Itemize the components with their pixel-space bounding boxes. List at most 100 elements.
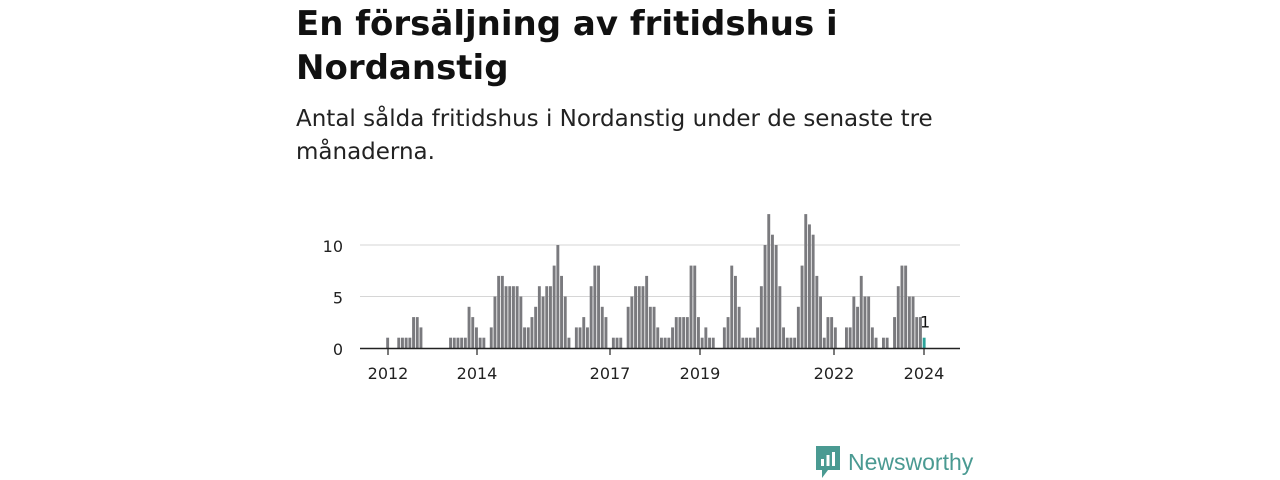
bar	[830, 317, 834, 348]
bar	[386, 337, 390, 348]
bar	[859, 275, 863, 348]
bar	[482, 337, 486, 348]
bar	[574, 327, 578, 348]
bar	[845, 327, 848, 348]
bar	[789, 337, 793, 348]
bar	[652, 306, 656, 348]
bar	[759, 286, 763, 348]
bar-chart: 0 5 10 1 2012 2014 2017 2019 2022 2024	[323, 214, 960, 383]
bar	[619, 337, 623, 348]
bar	[893, 317, 896, 348]
bar	[826, 317, 830, 348]
bar	[896, 286, 900, 348]
bar	[856, 306, 859, 348]
bar	[752, 337, 756, 348]
x-tick-label: 2022	[814, 364, 855, 383]
bar	[582, 317, 586, 348]
bar	[493, 296, 497, 348]
x-tick-label: 2017	[590, 364, 631, 383]
bar	[667, 337, 671, 348]
bar	[467, 306, 471, 348]
bar	[408, 337, 412, 348]
bar	[401, 337, 404, 348]
bar	[512, 286, 515, 348]
bar	[674, 317, 678, 348]
bar	[708, 337, 711, 348]
bar	[756, 327, 760, 348]
bar	[711, 337, 715, 348]
bar	[748, 337, 752, 348]
bar	[630, 296, 634, 348]
x-tick-label: 2024	[904, 364, 945, 383]
bar	[685, 317, 689, 348]
bar	[523, 327, 526, 348]
bar	[497, 275, 501, 348]
bar	[549, 286, 552, 348]
bar	[567, 337, 571, 348]
bar	[778, 286, 782, 348]
bar	[811, 234, 815, 348]
bar	[641, 286, 645, 348]
bar	[915, 317, 919, 348]
x-tick-label: 2019	[680, 364, 721, 383]
x-tick-label: 2014	[457, 364, 498, 383]
bar	[615, 337, 619, 348]
bar	[637, 286, 641, 348]
bar	[526, 327, 530, 348]
bar	[907, 296, 911, 348]
bar	[808, 224, 811, 348]
bar	[852, 296, 856, 348]
y-tick-label: 10	[323, 237, 343, 256]
bar	[737, 306, 741, 348]
bar	[704, 327, 708, 348]
bar	[870, 327, 874, 348]
bar	[397, 337, 401, 348]
bar	[745, 337, 748, 348]
x-tick-label: 2012	[368, 364, 409, 383]
bar	[460, 337, 464, 348]
bar	[578, 327, 582, 348]
newsworthy-logo-text: Newsworthy	[848, 448, 974, 475]
bar	[475, 327, 478, 348]
bar	[404, 337, 408, 348]
newsworthy-logo: Newsworthy	[814, 444, 973, 480]
bar-highlight	[922, 337, 926, 348]
bar	[697, 317, 700, 348]
bar	[648, 306, 652, 348]
bar	[634, 286, 637, 348]
bar	[763, 245, 767, 348]
bar	[500, 275, 504, 348]
bar	[734, 275, 737, 348]
bar	[645, 275, 649, 348]
bar	[452, 337, 456, 348]
bar	[785, 337, 789, 348]
bar	[611, 337, 615, 348]
bars	[386, 214, 926, 348]
bar	[722, 327, 726, 348]
bar	[515, 286, 519, 348]
y-tick-label: 0	[333, 340, 343, 359]
bar	[556, 245, 560, 348]
bar	[604, 317, 608, 348]
bar	[541, 296, 545, 348]
bar	[563, 296, 567, 348]
bar	[552, 265, 556, 348]
bar	[449, 337, 452, 348]
bar	[819, 296, 822, 348]
bar	[530, 317, 534, 348]
bar	[700, 337, 704, 348]
bar	[593, 265, 597, 348]
bar	[671, 327, 674, 348]
bar	[730, 265, 734, 348]
bar	[919, 317, 922, 348]
bar	[800, 265, 804, 348]
newsworthy-logo-icon	[816, 446, 840, 478]
bar	[471, 317, 475, 348]
y-tick-label: 5	[333, 289, 343, 308]
bar	[885, 337, 889, 348]
bar	[456, 337, 460, 348]
bar	[586, 327, 589, 348]
bar	[415, 317, 419, 348]
bar	[796, 306, 800, 348]
bar	[412, 317, 415, 348]
